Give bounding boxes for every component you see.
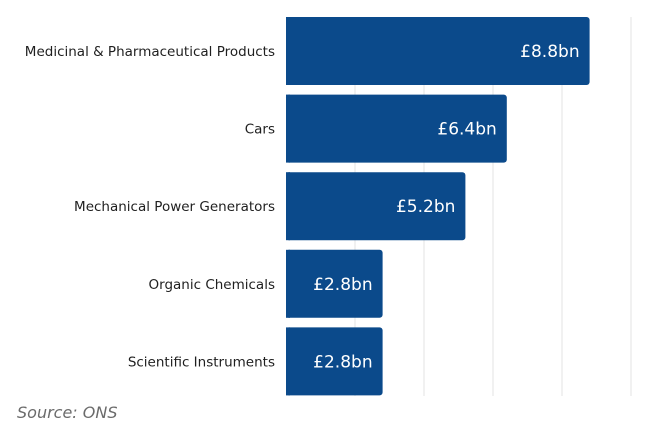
category-labels: Medicinal & Pharmaceutical Products Cars M… [25, 44, 275, 370]
bar [286, 249, 383, 318]
bar-left-edge [286, 17, 290, 85]
bar-value-label: £2.8bn [313, 275, 372, 295]
bar-value-label: £5.2bn [396, 197, 455, 217]
bar-value-label: £2.8bn [313, 352, 372, 372]
bar-value-label: £8.8bn [520, 42, 579, 62]
bar [286, 94, 507, 163]
bar-value-label: £6.4bn [437, 120, 496, 140]
bars: £8.8bn £6.4bn £5.2bn £2.8bn £2.8bn [286, 17, 590, 396]
bar [286, 327, 383, 396]
category-label: Scientific Instruments [128, 354, 275, 370]
bar-left-edge [286, 249, 290, 318]
category-label: Mechanical Power Generators [74, 199, 275, 215]
category-label: Medicinal & Pharmaceutical Products [25, 44, 275, 60]
bar-left-edge [286, 327, 290, 396]
category-label: Organic Chemicals [149, 277, 275, 293]
bar-left-edge [286, 172, 290, 241]
bar-left-edge [286, 94, 290, 163]
bar [286, 172, 466, 241]
bar [286, 17, 590, 85]
source-note: Source: ONS [17, 403, 118, 422]
category-label: Cars [245, 122, 275, 138]
